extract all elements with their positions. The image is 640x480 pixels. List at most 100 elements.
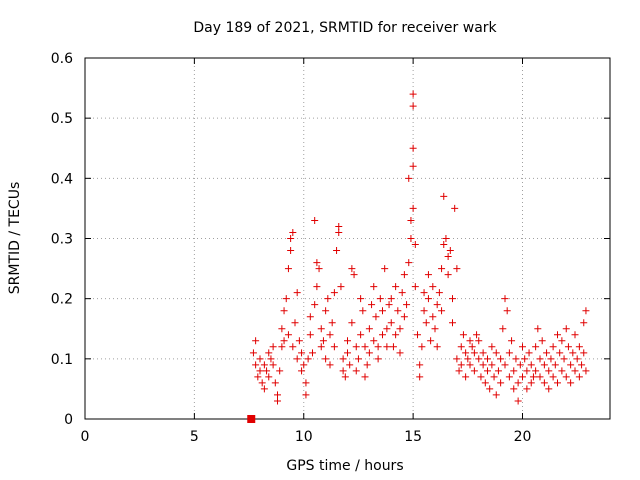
data-point — [422, 319, 430, 327]
data-point — [344, 349, 351, 357]
data-point — [289, 343, 297, 351]
y-tick-label: 0.5 — [51, 111, 73, 127]
data-point — [455, 367, 463, 375]
data-point — [554, 379, 561, 387]
data-point — [396, 325, 404, 333]
data-point — [575, 373, 583, 381]
data-point — [293, 289, 301, 297]
data-point — [335, 222, 343, 230]
data-point — [409, 102, 417, 110]
data-point — [385, 301, 393, 309]
data-point — [529, 373, 537, 381]
data-point — [309, 349, 316, 357]
data-point — [534, 325, 542, 333]
data-point — [330, 289, 338, 297]
data-point — [350, 271, 358, 279]
data-point — [252, 361, 260, 369]
data-point — [302, 379, 310, 387]
data-point — [269, 361, 277, 369]
data-point — [339, 367, 347, 375]
data-point — [540, 361, 548, 369]
x-tick-label: 15 — [404, 429, 422, 445]
data-point — [558, 367, 566, 375]
data-point — [510, 385, 518, 393]
data-point — [265, 349, 273, 357]
data-point — [326, 331, 334, 339]
data-point — [260, 385, 268, 393]
data-point — [363, 361, 371, 369]
chart-title: Day 189 of 2021, SRMTID for receiver war… — [193, 20, 497, 36]
data-point — [532, 367, 540, 375]
data-point — [501, 295, 509, 303]
data-point — [420, 289, 428, 297]
data-point — [354, 355, 362, 363]
data-point — [429, 313, 437, 321]
data-point — [313, 259, 321, 267]
data-point — [449, 295, 456, 303]
data-point — [405, 174, 413, 182]
data-point — [394, 307, 402, 315]
data-point — [446, 247, 454, 255]
data-point — [387, 319, 395, 327]
data-point — [558, 337, 566, 345]
data-point — [420, 307, 428, 315]
data-point — [484, 367, 491, 375]
data-point — [282, 295, 290, 303]
data-point — [254, 373, 262, 381]
data-point — [545, 367, 553, 375]
data-point — [295, 337, 303, 345]
data-point — [564, 343, 572, 351]
data-point — [396, 349, 404, 357]
x-tick-label: 20 — [514, 429, 532, 445]
data-point — [538, 337, 546, 345]
data-point — [352, 343, 360, 351]
data-point — [484, 355, 491, 363]
data-point — [479, 361, 487, 369]
data-point — [521, 355, 529, 363]
data-point — [267, 355, 275, 363]
data-point — [582, 307, 590, 315]
data-point — [497, 355, 505, 363]
data-point — [330, 343, 338, 351]
data-point — [435, 289, 443, 297]
data-point — [328, 319, 336, 327]
square-marker — [247, 415, 256, 423]
data-point — [298, 367, 306, 375]
data-point — [573, 355, 581, 363]
data-point — [505, 373, 513, 381]
data-point — [317, 325, 325, 333]
data-point — [567, 361, 575, 369]
x-tick-label: 5 — [190, 429, 199, 445]
data-point — [372, 313, 380, 321]
data-point — [519, 343, 526, 351]
data-point — [365, 325, 373, 333]
data-point — [462, 349, 470, 357]
data-point — [409, 204, 417, 212]
data-point — [536, 355, 544, 363]
data-point — [510, 367, 518, 375]
data-point — [418, 343, 426, 351]
data-point — [503, 307, 511, 315]
data-point — [569, 349, 577, 357]
x-axis-ticks: 0 5 10 15 20 — [81, 58, 532, 445]
data-point — [527, 379, 535, 387]
data-point — [258, 379, 266, 387]
data-point — [567, 379, 575, 387]
data-point — [370, 283, 378, 291]
data-point — [304, 355, 312, 363]
data-point — [365, 349, 373, 357]
data-point — [276, 367, 284, 375]
data-point — [562, 325, 570, 333]
data-point — [284, 331, 292, 339]
data-point — [547, 355, 555, 363]
data-point — [449, 319, 456, 327]
data-point — [403, 301, 411, 309]
data-point — [348, 265, 356, 273]
data-point — [532, 343, 540, 351]
data-point — [492, 349, 500, 357]
data-point — [416, 373, 424, 381]
y-axis-ticks: 0 0.1 0.2 0.3 0.4 0.5 0.6 — [51, 51, 610, 428]
data-point — [306, 313, 314, 321]
data-point — [497, 379, 505, 387]
data-point — [368, 301, 376, 309]
